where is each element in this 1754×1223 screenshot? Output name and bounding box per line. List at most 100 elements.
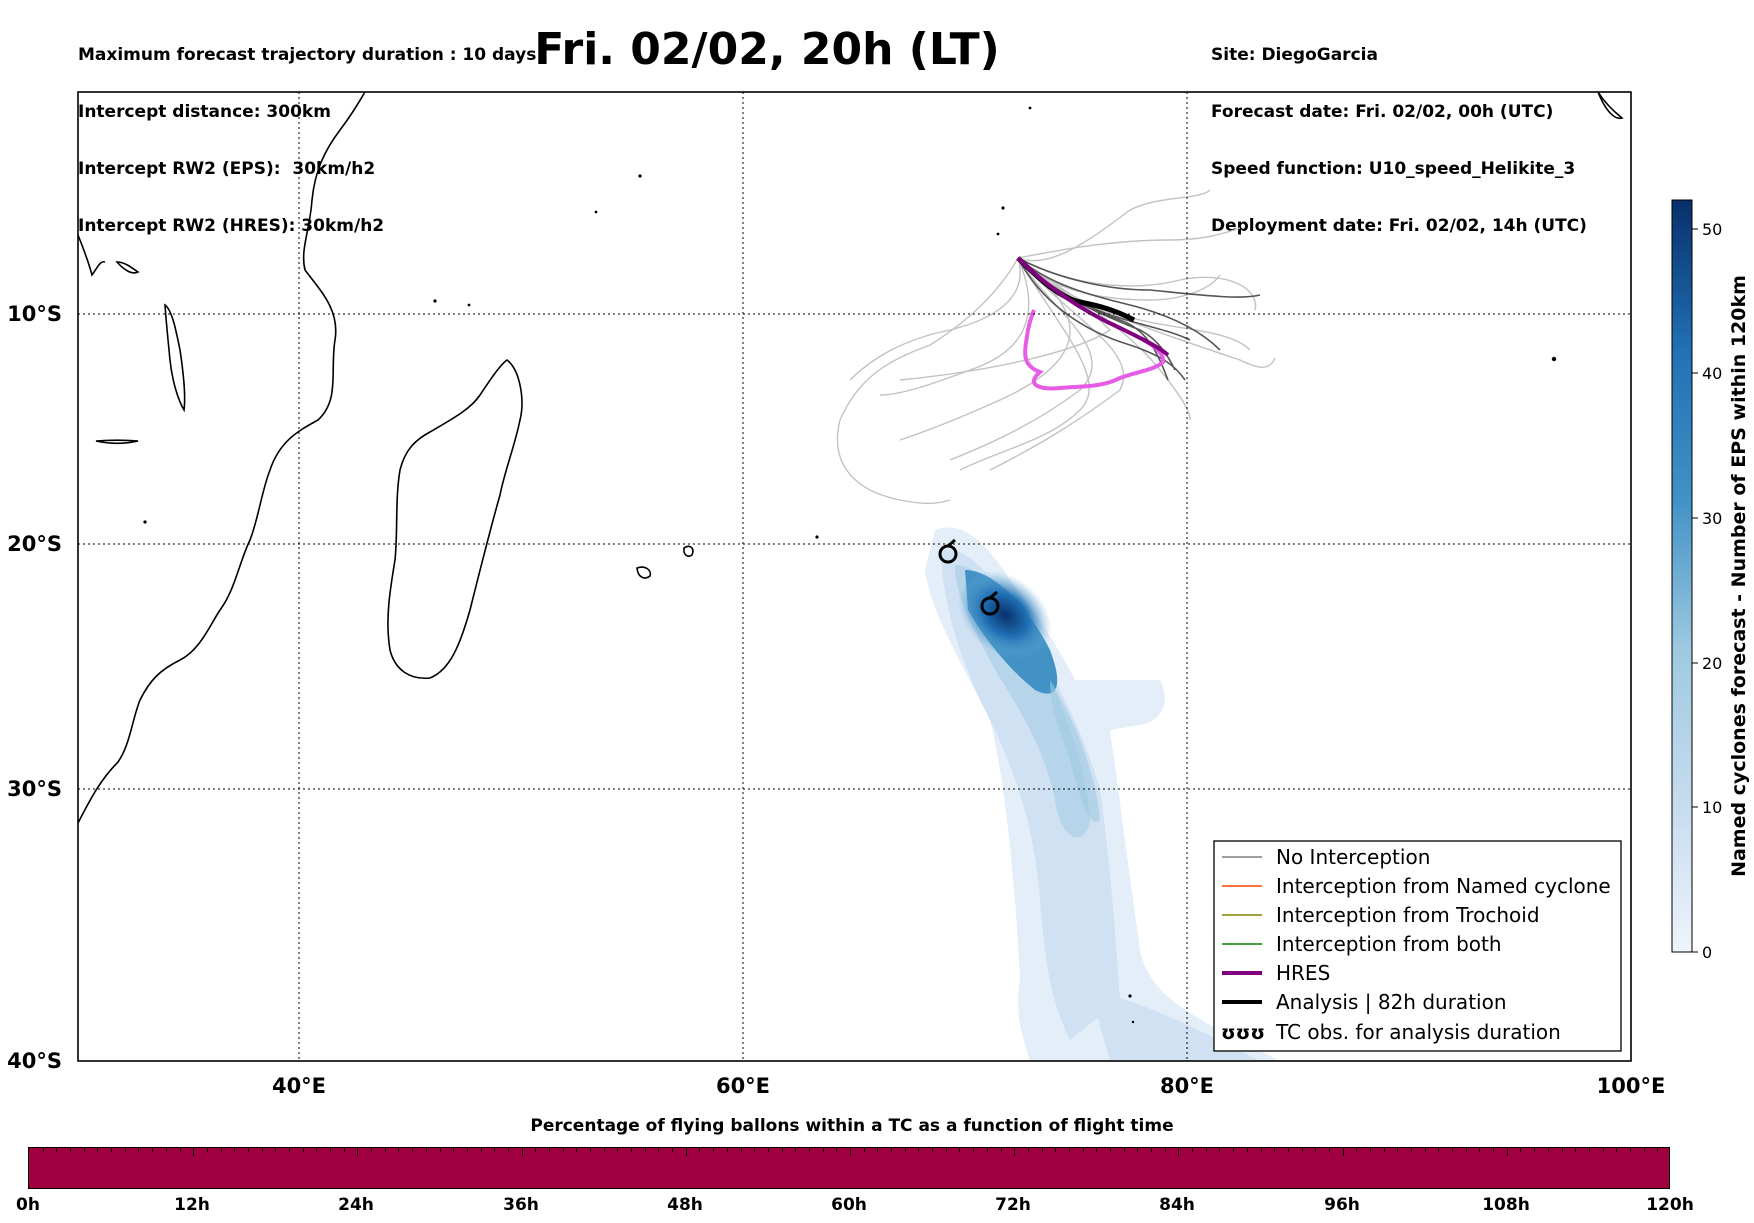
time-bar-tick: [1369, 1148, 1371, 1152]
colorbar-tick: 20: [1702, 654, 1722, 673]
site-information: Site: DiegoGarcia Forecast date: Fri. 02…: [1211, 8, 1587, 255]
time-bar-tick: [1479, 1148, 1481, 1152]
time-bar-tick: [1205, 1148, 1207, 1152]
legend-label: Interception from both: [1276, 932, 1502, 956]
time-bar-tick: [247, 1148, 249, 1152]
colorbar: 0 10 20 30 40 50 Named cyclones forecast…: [1671, 199, 1750, 962]
time-bar-tick: [754, 1148, 756, 1152]
time-bar-tick: [1424, 1148, 1426, 1152]
island: [95, 439, 139, 445]
legend-label: HRES: [1276, 961, 1330, 985]
site-line: Forecast date: Fri. 02/02, 00h (UTC): [1211, 102, 1554, 122]
time-bar-tick: [1123, 1148, 1125, 1152]
time-bar-tick: [1465, 1148, 1467, 1152]
legend-item: Interception from Trochoid: [1222, 903, 1540, 927]
time-bar-tick: [179, 1148, 181, 1152]
time-label: 48h: [667, 1195, 703, 1215]
colorbar-tick: 10: [1702, 798, 1722, 817]
lon-label: 100°E: [1597, 1074, 1666, 1098]
time-bar-tick: [425, 1148, 427, 1152]
legend-item: Analysis | 82h duration: [1222, 990, 1507, 1014]
legend-label: Interception from Named cyclone: [1276, 874, 1611, 898]
time-label: 108h: [1482, 1195, 1530, 1215]
hres-track-segment: [1016, 256, 1170, 357]
eps-density-field: [925, 527, 1280, 1061]
time-bar-tick: [398, 1148, 400, 1152]
time-label: 12h: [174, 1195, 210, 1215]
time-bar-tick: [1274, 1148, 1276, 1152]
site-line: Deployment date: Fri. 02/02, 14h (UTC): [1211, 216, 1587, 236]
time-bar-tick: [795, 1148, 797, 1152]
param-line: Intercept RW2 (EPS): 30km/h2: [78, 159, 376, 179]
time-bar-tick: [412, 1148, 414, 1152]
time-bar-tick: [70, 1148, 72, 1152]
time-bar-tick: [288, 1148, 290, 1152]
time-bar-tick: [986, 1148, 988, 1152]
time-bar-tick: [371, 1148, 373, 1152]
island: [636, 566, 652, 579]
site-line: Site: DiegoGarcia: [1211, 45, 1378, 65]
time-bar-tick: [918, 1148, 920, 1152]
time-bar-tick: [1041, 1148, 1043, 1152]
time-label: 84h: [1159, 1195, 1195, 1215]
time-bar-tick: [1575, 1148, 1577, 1152]
time-bar-tick: [973, 1148, 975, 1152]
time-bar-tick: [1602, 1148, 1604, 1152]
time-bar-tick: [453, 1148, 455, 1152]
site-line: Speed function: U10_speed_Helikite_3: [1211, 159, 1576, 179]
time-bar-tick: [1520, 1148, 1522, 1152]
time-bar-tick: [1657, 1148, 1659, 1152]
legend-label: Analysis | 82h duration: [1276, 990, 1507, 1014]
time-bar-tick: [507, 1148, 509, 1152]
time-bar-tick: [1561, 1148, 1563, 1152]
map-area: [78, 92, 1624, 1061]
time-bar-tick: [220, 1148, 222, 1152]
time-bar-tick: [850, 1148, 851, 1156]
legend-label: Interception from Trochoid: [1276, 903, 1540, 927]
small-islands: [143, 106, 1557, 1024]
legend-item: No Interception: [1222, 845, 1430, 869]
time-bar-tick: [1315, 1148, 1317, 1152]
map-title: Fri. 02/02, 20h (LT): [534, 24, 1000, 75]
time-bar-tick: [1068, 1148, 1070, 1152]
time-bar-tick: [1233, 1148, 1235, 1152]
time-bar-tick: [891, 1148, 893, 1152]
time-bar-tick: [384, 1148, 386, 1152]
legend-item: Interception from Named cyclone: [1222, 874, 1611, 898]
lat-label: 20°S: [7, 532, 62, 556]
time-bar-tick: [548, 1148, 550, 1152]
time-bar-tick: [1014, 1148, 1016, 1156]
time-label: 96h: [1324, 1195, 1360, 1215]
time-bar-tick: [1219, 1148, 1221, 1152]
time-bar-tick: [1547, 1148, 1549, 1152]
time-bar-tick: [1534, 1148, 1536, 1152]
time-bar-tick: [808, 1148, 810, 1152]
lon-label: 40°E: [272, 1074, 326, 1098]
time-label: 24h: [338, 1195, 374, 1215]
time-bar-tick: [672, 1148, 674, 1152]
time-bar-tick: [1342, 1148, 1344, 1156]
time-bar-tick: [42, 1148, 44, 1152]
legend: No Interception Interception from Named …: [1213, 840, 1622, 1052]
map-frame: [77, 91, 1632, 1062]
legend-box: [1213, 840, 1622, 1052]
time-bar-tick: [685, 1148, 687, 1156]
time-bar-tick: [1178, 1148, 1180, 1156]
time-bar-tick: [357, 1148, 359, 1156]
time-bar-tick: [1192, 1148, 1194, 1152]
time-bar-tick: [521, 1148, 523, 1156]
time-bar-tick: [713, 1148, 715, 1152]
time-bar-tick: [1055, 1148, 1057, 1152]
time-bar-tick: [863, 1148, 865, 1152]
time-bar-tick: [562, 1148, 564, 1152]
time-bar-tick: [603, 1148, 605, 1152]
time-bar-tick: [1109, 1148, 1111, 1152]
time-bar-tick: [138, 1148, 140, 1152]
time-bar-tick: [206, 1148, 208, 1152]
time-bar-tick: [767, 1148, 769, 1152]
time-bar-tick: [1027, 1148, 1029, 1152]
time-bar-title: Percentage of flying ballons within a TC…: [530, 1116, 1174, 1136]
legend-label: No Interception: [1276, 845, 1430, 869]
time-bar-tick: [836, 1148, 838, 1152]
